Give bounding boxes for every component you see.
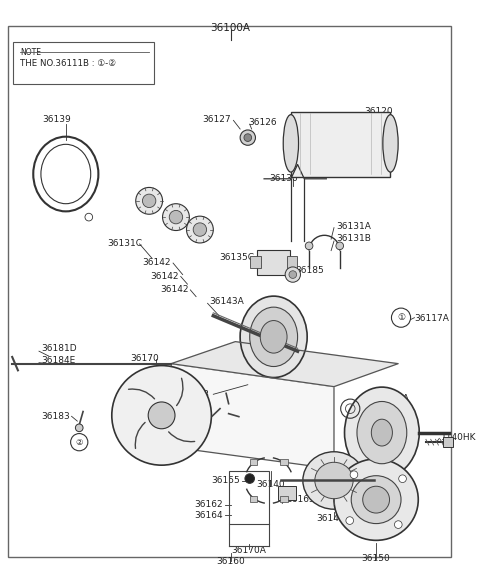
Text: 36131A: 36131A (336, 222, 371, 231)
Text: 36100A: 36100A (211, 23, 251, 32)
Text: 36130: 36130 (269, 174, 298, 183)
Ellipse shape (351, 476, 401, 523)
Text: 36139: 36139 (42, 115, 71, 124)
FancyArrowPatch shape (177, 378, 183, 405)
Text: 36131B: 36131B (336, 234, 371, 243)
Circle shape (71, 434, 88, 451)
Bar (228, 471, 269, 523)
Circle shape (346, 516, 354, 525)
Text: 36140: 36140 (256, 481, 285, 489)
Text: 36170A: 36170A (231, 545, 266, 555)
Circle shape (305, 242, 313, 250)
Ellipse shape (240, 296, 307, 378)
Circle shape (395, 521, 402, 529)
FancyArrowPatch shape (168, 432, 195, 442)
Text: 36126: 36126 (248, 119, 276, 127)
FancyBboxPatch shape (250, 256, 261, 268)
Text: 36164: 36164 (194, 511, 223, 520)
Circle shape (136, 188, 163, 214)
Bar (291, 112, 391, 177)
Circle shape (336, 242, 344, 250)
Circle shape (244, 134, 252, 141)
Text: 36131C: 36131C (108, 239, 143, 248)
Ellipse shape (357, 401, 407, 464)
Text: 36170: 36170 (130, 354, 159, 363)
FancyArrowPatch shape (129, 389, 155, 399)
Ellipse shape (372, 419, 393, 446)
Circle shape (245, 474, 254, 483)
Text: 36184E: 36184E (41, 356, 75, 365)
Ellipse shape (303, 452, 365, 509)
Text: 36110: 36110 (365, 481, 394, 489)
Text: 36137B: 36137B (175, 390, 209, 398)
Circle shape (363, 486, 390, 513)
FancyBboxPatch shape (13, 42, 154, 84)
FancyBboxPatch shape (287, 256, 297, 268)
Text: 36120: 36120 (365, 107, 393, 116)
Text: 36162: 36162 (194, 500, 223, 508)
Bar (443, 437, 453, 447)
Text: 36142: 36142 (150, 272, 179, 281)
Circle shape (193, 223, 206, 236)
Text: 36160: 36160 (216, 557, 245, 566)
Circle shape (350, 471, 358, 478)
Text: 36150: 36150 (362, 554, 391, 563)
Polygon shape (171, 364, 334, 469)
Text: 36127: 36127 (202, 115, 230, 124)
Circle shape (392, 308, 410, 327)
Bar (250, 459, 257, 465)
Text: ①: ① (397, 313, 405, 322)
Text: 36117A: 36117A (414, 314, 449, 323)
Text: 36183: 36183 (41, 412, 70, 420)
Ellipse shape (315, 462, 353, 499)
Circle shape (285, 267, 300, 282)
Text: 36142: 36142 (143, 258, 171, 267)
Text: 1140HK: 1140HK (441, 433, 477, 442)
Text: 36135C: 36135C (219, 252, 254, 262)
Text: 36155: 36155 (211, 476, 240, 485)
Text: 36181D: 36181D (41, 345, 76, 354)
Bar (280, 459, 288, 465)
Ellipse shape (250, 307, 298, 367)
FancyBboxPatch shape (257, 250, 290, 274)
Circle shape (240, 130, 255, 145)
Text: 36138A: 36138A (374, 394, 409, 404)
Text: 36145: 36145 (374, 409, 403, 417)
Text: 36163: 36163 (286, 495, 315, 504)
Bar (250, 496, 257, 502)
Circle shape (169, 210, 183, 224)
Circle shape (143, 194, 156, 207)
Circle shape (187, 216, 213, 243)
FancyArrowPatch shape (135, 423, 145, 448)
Text: 36143A: 36143A (209, 296, 244, 306)
Bar (280, 496, 288, 502)
Text: 36146A: 36146A (317, 514, 351, 523)
Text: NOTE: NOTE (20, 47, 41, 57)
Text: ②: ② (75, 438, 83, 446)
Polygon shape (171, 342, 398, 387)
Circle shape (289, 271, 297, 278)
Ellipse shape (383, 115, 398, 172)
Ellipse shape (345, 387, 419, 478)
Ellipse shape (334, 459, 418, 540)
Circle shape (75, 424, 83, 432)
Text: THE NO.36111B : ①-②: THE NO.36111B : ①-② (20, 59, 116, 68)
Text: 36185: 36185 (296, 266, 324, 275)
Circle shape (148, 402, 175, 429)
Ellipse shape (260, 321, 287, 353)
Text: 36142: 36142 (160, 285, 189, 294)
Circle shape (399, 475, 407, 482)
Circle shape (163, 204, 190, 230)
FancyBboxPatch shape (278, 486, 296, 500)
Circle shape (112, 365, 211, 465)
Text: 36102: 36102 (379, 433, 408, 442)
Ellipse shape (283, 115, 299, 172)
